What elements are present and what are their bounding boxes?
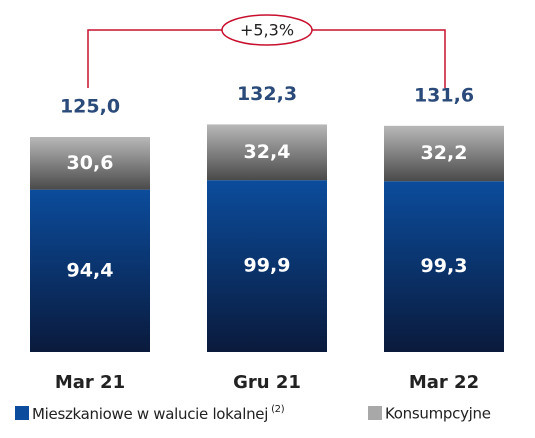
annotation: +5,3%	[240, 21, 294, 40]
legend-name: Mieszkaniowe w walucie lokalnej	[32, 405, 268, 423]
total-label: 132,3	[237, 83, 297, 105]
category-label: Mar 22	[409, 372, 479, 393]
annotation-bubble	[221, 14, 313, 46]
value-label: 32,2	[421, 142, 468, 164]
total-label: 131,6	[414, 84, 474, 106]
legend-swatch	[15, 406, 29, 420]
value-label: 99,9	[244, 255, 291, 277]
bar-segment	[384, 125, 504, 182]
value-label: 94,4	[67, 259, 114, 281]
legend-label: Mieszkaniowe w walucie lokalnej (2)	[32, 404, 285, 423]
bar-segment	[30, 137, 150, 190]
legend-swatch	[368, 406, 382, 420]
bar-segment	[30, 189, 150, 352]
bar-segment	[207, 124, 327, 181]
value-label: 30,6	[67, 152, 114, 174]
bracket	[87, 29, 446, 88]
bar-segment	[207, 180, 327, 352]
legend-label: Konsumpcyjne	[385, 405, 491, 423]
legend-note: (2)	[271, 404, 285, 415]
bar-segment	[384, 181, 504, 352]
category-label: Mar 21	[55, 372, 125, 393]
category-label: Gru 21	[233, 372, 301, 393]
total-label: 125,0	[60, 96, 120, 118]
value-label: 32,4	[244, 141, 291, 163]
value-label: 99,3	[421, 255, 468, 277]
